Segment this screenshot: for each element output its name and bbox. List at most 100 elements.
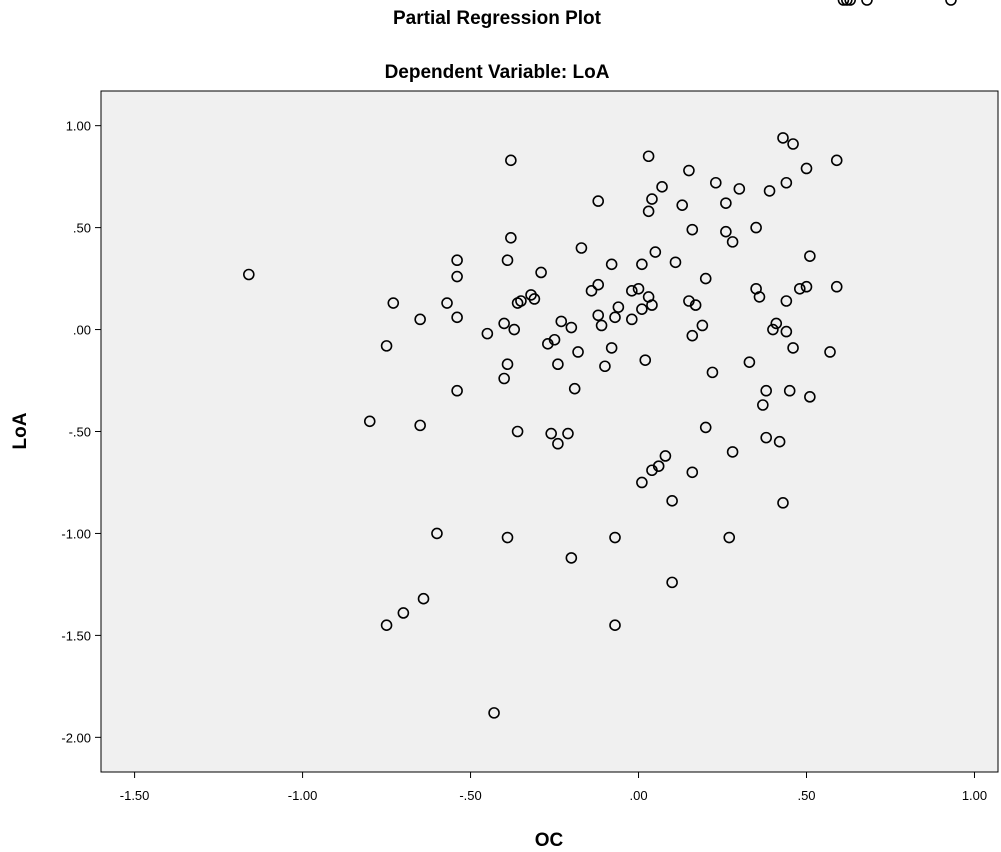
- scatter-point: [709, 176, 722, 189]
- scatter-point: [592, 278, 605, 291]
- x-tick-label: .00: [629, 788, 647, 803]
- scatter-point: [837, 0, 850, 6]
- scatter-point: [676, 199, 689, 211]
- scatter-point: [706, 366, 719, 379]
- chart-title: Partial Regression Plot: [393, 8, 602, 29]
- scatter-point: [723, 531, 736, 544]
- scatter-point: [646, 193, 658, 205]
- scatter-point: [753, 291, 766, 303]
- scatter-point: [548, 333, 561, 346]
- scatter-point: [565, 321, 578, 334]
- scatter-point: [575, 242, 588, 254]
- scatter-point: [585, 285, 598, 297]
- scatter-point: [800, 162, 813, 175]
- y-tick-label: -2.00: [61, 730, 91, 745]
- y-tick-label: -1.00: [61, 526, 91, 541]
- scatter-point: [780, 325, 793, 338]
- scatter-point: [605, 342, 618, 354]
- scatter-point: [686, 223, 699, 236]
- x-axis-title: OC: [535, 830, 564, 851]
- scatter-point: [498, 317, 510, 330]
- scatter-point: [592, 309, 605, 322]
- y-tick-label: 1.00: [66, 119, 91, 134]
- scatter-point: [699, 421, 712, 434]
- scatter-point: [777, 497, 789, 509]
- scatter-point: [387, 297, 400, 309]
- scatter-point: [652, 460, 665, 472]
- scatter-point: [636, 303, 648, 315]
- scatter-point: [945, 0, 957, 6]
- scatter-point: [656, 181, 668, 193]
- data-points: [243, 0, 957, 719]
- scatter-point: [535, 266, 547, 279]
- y-tick-label: .50: [73, 221, 91, 236]
- scatter-point: [800, 280, 813, 293]
- scatter-point: [689, 299, 702, 311]
- scatter-point: [380, 619, 393, 631]
- x-tick-label: -1.50: [120, 788, 150, 803]
- scatter-point: [609, 311, 621, 324]
- x-tick-label: 1.00: [962, 788, 987, 803]
- scatter-point: [686, 329, 699, 342]
- scatter-point: [488, 707, 500, 719]
- y-tick-label: -1.50: [61, 628, 91, 643]
- scatter-point: [501, 254, 514, 267]
- scatter-point: [757, 399, 769, 411]
- scatter-point: [515, 295, 527, 307]
- scatter-point: [830, 280, 843, 293]
- scatter-point: [451, 254, 463, 267]
- scatter-point: [639, 354, 652, 366]
- scatter-point: [417, 592, 430, 605]
- x-axis: -1.50 -1.00 -.50 .00 .50 1.00: [120, 772, 987, 803]
- scatter-point: [666, 495, 678, 507]
- scatter-point: [787, 138, 799, 150]
- scatter-point: [505, 232, 517, 244]
- scatter-point: [528, 293, 541, 305]
- scatter-point: [773, 435, 786, 448]
- scatter-point: [511, 425, 524, 438]
- scatter-point: [545, 427, 557, 440]
- scatter-point: [804, 391, 816, 403]
- scatter-point: [793, 282, 806, 295]
- x-tick-label: .50: [797, 788, 815, 803]
- scatter-point: [508, 323, 521, 336]
- scatter-point: [760, 384, 772, 397]
- scatter-point: [441, 297, 453, 309]
- scatter-point: [552, 437, 564, 450]
- scatter-point: [481, 327, 494, 340]
- scatter-point: [720, 225, 732, 238]
- scatter-point: [552, 358, 564, 371]
- scatter-point: [720, 197, 732, 209]
- plot-area: [100, 90, 999, 773]
- scatter-point: [572, 346, 584, 358]
- scatter-point: [750, 221, 762, 234]
- scatter-point: [605, 258, 618, 271]
- scatter-point: [363, 415, 376, 428]
- y-tick-label: -.50: [69, 425, 91, 440]
- scatter-point: [642, 205, 655, 218]
- scatter-point: [599, 360, 611, 373]
- chart-subtitle: Dependent Variable: LoA: [385, 62, 610, 83]
- scatter-point: [501, 531, 514, 544]
- scatter-point: [683, 164, 695, 177]
- scatter-point: [861, 0, 873, 6]
- scatter-point: [844, 0, 856, 6]
- scatter-point: [841, 0, 853, 6]
- scatter-point: [380, 340, 393, 352]
- scatter-point: [609, 619, 621, 631]
- scatter-point: [699, 272, 712, 285]
- scatter-point: [609, 531, 621, 544]
- scatter-point: [414, 313, 426, 326]
- scatter-point: [431, 527, 443, 540]
- scatter-point: [595, 319, 608, 332]
- scatter-point: [777, 132, 789, 144]
- scatter-point: [760, 431, 772, 444]
- scatter-point: [726, 446, 739, 458]
- scatter-point: [565, 552, 578, 564]
- scatter-point: [659, 450, 672, 462]
- scatter-point: [505, 154, 517, 167]
- scatter-point: [646, 299, 658, 311]
- scatter-point: [830, 154, 843, 167]
- scatter-point: [626, 313, 638, 326]
